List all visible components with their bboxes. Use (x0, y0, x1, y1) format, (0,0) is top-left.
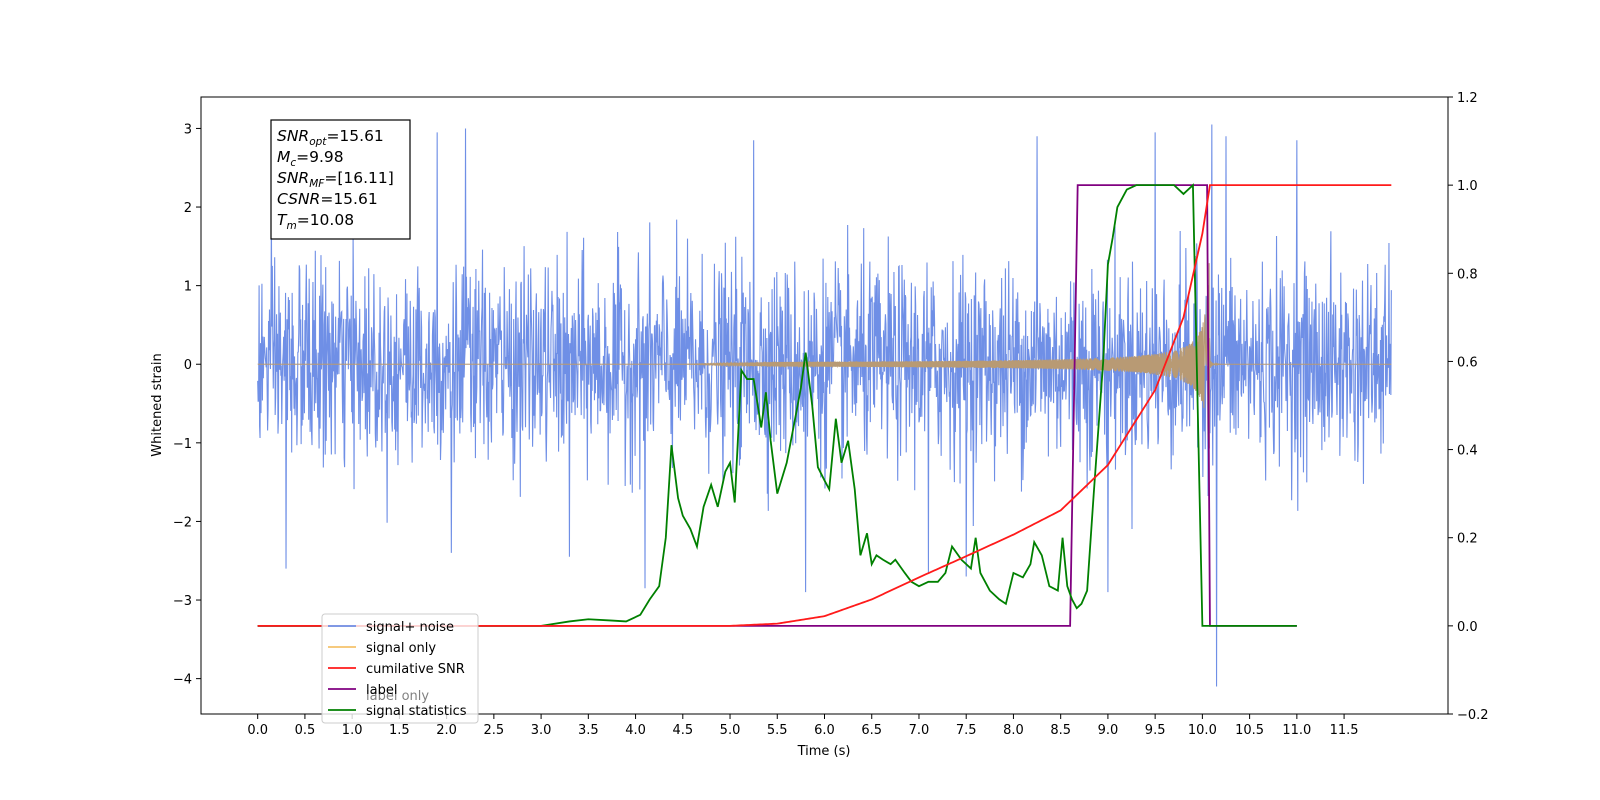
parameter-annotation-box: SNRopt=15.61Mc=9.98SNRMF=[16.11]CSNR=15.… (270, 119, 411, 240)
x-axis: 0.0 0.5 1.0 1.5 2.0 2.5 3.0 3.5 4.0 4.5 5.0 5.5 6.0 6… (247, 714, 1359, 738)
x-axis-label: Time (s) (797, 744, 851, 759)
annotation-line: SNRMF=[16.11] (277, 169, 394, 190)
y-right-tick-label: 0.6 (1457, 355, 1478, 370)
signal-only-line (257, 263, 1392, 449)
annotation-line: SNRopt=15.61 (277, 127, 384, 148)
x-tick-label: 9.5 (1145, 723, 1166, 738)
y-left-tick-label: 0 (184, 358, 192, 373)
y-axis-right: 1.2 1.0 0.8 0.6 0.4 0.2 0.0 −0.2 (1448, 91, 1489, 723)
y-right-tick-label: 1.0 (1457, 179, 1478, 194)
y-axis-label: Whitened strain (150, 353, 165, 456)
x-tick-label: 5.5 (767, 723, 788, 738)
legend-label: cumilative SNR (366, 662, 465, 677)
legend-label: signal statistics (366, 704, 467, 719)
x-tick-label: 8.0 (1003, 723, 1024, 738)
y-axis-left: 3 2 1 0 −1 −2 −3 −4 (173, 122, 201, 688)
y-left-tick-label: −3 (173, 594, 192, 609)
x-tick-label: 6.5 (861, 723, 882, 738)
legend-label: signal+ noise (366, 620, 454, 635)
x-tick-label: 4.5 (672, 723, 693, 738)
signal-only-series (257, 263, 1392, 449)
x-tick-label: 3.5 (578, 723, 599, 738)
y-right-tick-label: 0.8 (1457, 267, 1478, 282)
y-right-tick-label: 0.0 (1457, 620, 1478, 635)
legend-label: signal only (366, 641, 436, 656)
signal-statistics-line (257, 183, 1297, 627)
y-left-tick-label: 3 (184, 122, 192, 137)
legend-label: label (366, 683, 397, 698)
annotation-line: CSNR=15.61 (277, 190, 378, 208)
x-tick-label: 10.0 (1188, 723, 1217, 738)
y-left-tick-label: 1 (184, 280, 192, 295)
annotation-frame (270, 119, 411, 240)
plot-area (257, 124, 1392, 687)
x-tick-label: 6.0 (814, 723, 835, 738)
x-tick-label: 11.0 (1282, 723, 1311, 738)
y-right-tick-label: 0.4 (1457, 444, 1478, 459)
x-tick-label: 1.5 (389, 723, 410, 738)
y-right-tick-label: 0.2 (1457, 532, 1478, 547)
x-tick-label: 4.0 (625, 723, 646, 738)
x-tick-label: 8.5 (1050, 723, 1071, 738)
x-tick-label: 7.5 (956, 723, 977, 738)
x-tick-label: 5.0 (720, 723, 741, 738)
legend-frame (321, 613, 479, 724)
x-tick-label: 2.5 (484, 723, 505, 738)
y-right-tick-label: 1.2 (1457, 91, 1478, 106)
x-tick-label: 2.0 (436, 723, 457, 738)
y-left-tick-label: −2 (173, 515, 192, 530)
annotation-line: Mc=9.98 (277, 148, 344, 169)
y-right-tick-label: −0.2 (1457, 708, 1489, 723)
y-left-tick-label: −4 (173, 673, 192, 688)
legend-overlap-label: label only (366, 689, 429, 704)
x-tick-label: 7.0 (909, 723, 930, 738)
y-left-tick-label: −1 (173, 437, 192, 452)
x-tick-label: 0.0 (247, 723, 268, 738)
x-tick-label: 1.0 (342, 723, 363, 738)
x-tick-label: 9.0 (1098, 723, 1119, 738)
x-tick-label: 11.5 (1330, 723, 1359, 738)
y-left-tick-label: 2 (184, 201, 192, 216)
annotation-line: Tm=10.08 (277, 211, 354, 232)
x-tick-label: 10.5 (1235, 723, 1264, 738)
legend: signal+ noise signal only cumilative SNR la… (321, 613, 479, 724)
x-tick-label: 0.5 (295, 723, 316, 738)
x-tick-label: 3.0 (531, 723, 552, 738)
